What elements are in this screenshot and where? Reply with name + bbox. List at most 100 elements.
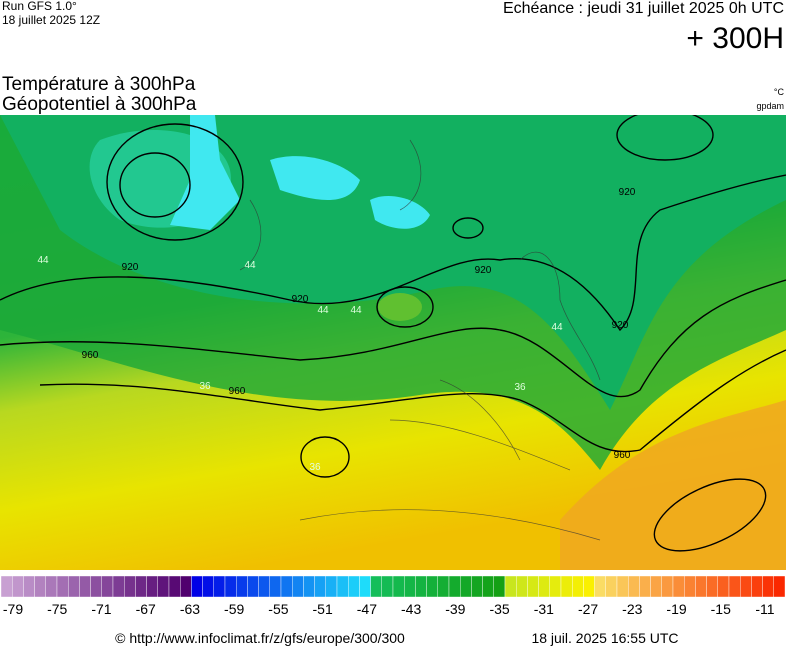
- colorbar-swatch: [527, 575, 539, 598]
- colorbar-swatch: [123, 575, 136, 598]
- colorbar-label: -19: [666, 601, 686, 617]
- colorbar-swatch: [773, 575, 786, 598]
- source-url: © http://www.infoclimat.fr/z/gfs/europe/…: [115, 630, 405, 646]
- colorbar-swatch: [628, 575, 640, 598]
- contour-label: 36: [309, 462, 321, 473]
- colorbar-swatch: [34, 575, 46, 598]
- colorbar-swatch: [493, 575, 506, 598]
- colorbar-swatch: [202, 575, 215, 598]
- colorbar-swatch: [179, 575, 192, 598]
- colorbar-swatch: [560, 575, 573, 598]
- colorbar-swatch: [258, 575, 271, 598]
- unit-1: °C: [774, 87, 785, 97]
- colorbar-label: -27: [578, 601, 598, 617]
- colorbar-swatch: [549, 575, 562, 598]
- colorbar-swatch: [336, 575, 349, 598]
- contour-label: 44: [350, 305, 362, 316]
- colorbar-swatch: [0, 575, 13, 598]
- colorbar-swatch: [90, 575, 102, 598]
- colorbar-label: -71: [91, 601, 111, 617]
- colorbar-swatch: [482, 575, 495, 598]
- colorbar-swatch: [762, 575, 774, 598]
- colorbar-swatch: [359, 575, 371, 598]
- contour-label: 960: [82, 350, 99, 361]
- colorbar-label: -51: [313, 601, 333, 617]
- colorbar-swatch: [101, 575, 114, 598]
- map: [0, 115, 786, 570]
- colorbar-swatch: [717, 575, 730, 598]
- contour-label: 920: [292, 294, 309, 305]
- colorbar-swatch: [460, 575, 472, 598]
- colorbar-swatch: [370, 575, 383, 598]
- valid-time: Echéance : jeudi 31 juillet 2025 0h UTC: [503, 0, 784, 17]
- colorbar-swatch: [740, 575, 752, 598]
- generated-time: 18 juil. 2025 16:55 UTC: [531, 630, 678, 646]
- colorbar-swatch: [661, 575, 674, 598]
- contour-label: 36: [514, 382, 526, 393]
- colorbar-swatch: [639, 575, 651, 598]
- colorbar-swatch: [538, 575, 550, 598]
- contour-label: 920: [612, 320, 629, 331]
- colorbar-swatch: [325, 575, 338, 598]
- lead-time: + 300H: [686, 22, 784, 55]
- colorbar-label: -47: [357, 601, 377, 617]
- colorbar-swatch: [504, 575, 517, 598]
- contour-label: 960: [614, 450, 631, 461]
- colorbar-swatch: [448, 575, 461, 598]
- colorbar-swatch: [616, 575, 629, 598]
- colorbar-swatch: [23, 575, 35, 598]
- colorbar-swatch: [168, 575, 181, 598]
- colorbar-swatch: [348, 575, 360, 598]
- contour-label: 44: [551, 322, 563, 333]
- colorbar-swatch: [191, 575, 203, 598]
- colorbar-swatch: [135, 575, 147, 598]
- colorbar-label: -75: [47, 601, 67, 617]
- colorbar: -79 -75 -71 -67 -63 -59 -55 -51 -47 -43 -39 -35 -31 -…: [0, 575, 786, 617]
- contour-label: 920: [475, 265, 492, 276]
- colorbar-swatch: [269, 575, 282, 598]
- colorbar-swatch: [605, 575, 618, 598]
- colorbar-swatch: [572, 575, 584, 598]
- colorbar-swatch: [224, 575, 237, 598]
- colorbar-label: -23: [622, 601, 642, 617]
- contour-label: 960: [229, 386, 246, 397]
- colorbar-swatch: [516, 575, 528, 598]
- colorbar-label: -59: [224, 601, 244, 617]
- colorbar-swatch: [79, 575, 91, 598]
- colorbar-swatch: [67, 575, 80, 598]
- colorbar-swatch: [415, 575, 427, 598]
- colorbar-swatch: [751, 575, 763, 598]
- colorbar-swatch: [381, 575, 394, 598]
- colorbar-swatch: [146, 575, 159, 598]
- title-2: Géopotentiel à 300hPa: [2, 94, 197, 115]
- colorbar-swatch: [112, 575, 125, 598]
- colorbar-swatch: [157, 575, 170, 598]
- colorbar-label: -63: [180, 601, 200, 617]
- colorbar-label: -43: [401, 601, 421, 617]
- colorbar-label: -55: [268, 601, 288, 617]
- colorbar-swatch: [247, 575, 259, 598]
- colorbar-swatch: [437, 575, 450, 598]
- colorbar-swatch: [303, 575, 315, 598]
- colorbar-label: -39: [445, 601, 465, 617]
- colorbar-swatch: [45, 575, 58, 598]
- contour-label: 920: [122, 262, 139, 273]
- contour-labels: 920 920 920 920 920 960 960 960 44 44 44 44 44 36 36 36: [37, 187, 635, 473]
- colorbar-label: -67: [136, 601, 156, 617]
- colorbar-swatch: [706, 575, 718, 598]
- contour-label: 920: [619, 187, 636, 198]
- colorbar-label: -31: [534, 601, 554, 617]
- colorbar-label: -15: [711, 601, 731, 617]
- colorbar-swatch: [426, 575, 439, 598]
- unit-2: gpdam: [756, 101, 784, 111]
- contour-label: 44: [244, 260, 256, 271]
- colorbar-swatch: [235, 575, 248, 598]
- run: Run GFS 1.0°: [2, 0, 77, 13]
- colorbar-swatch: [11, 575, 24, 598]
- colorbar-swatch: [728, 575, 741, 598]
- colorbar-swatch: [650, 575, 662, 598]
- contour-label: 36: [199, 381, 211, 392]
- colorbar-swatch: [695, 575, 707, 598]
- colorbar-label: -79: [3, 601, 23, 617]
